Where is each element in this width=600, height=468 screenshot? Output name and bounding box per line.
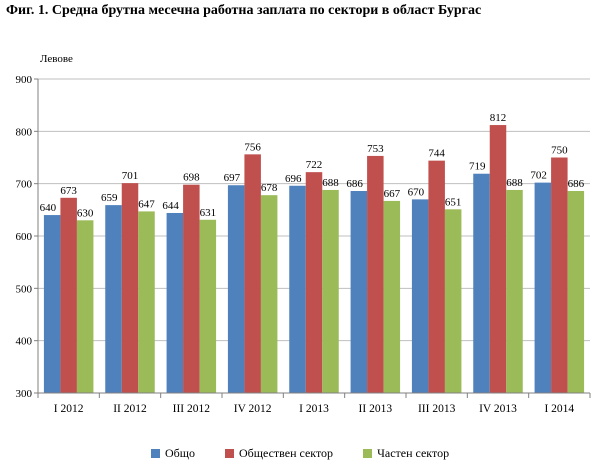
bar-1 [534,182,552,393]
y-axis: 300 400 500 600 700 800 900 [16,74,39,400]
legend-swatch [224,449,234,458]
bar-3 [138,211,155,393]
legend-item: Общо [150,446,195,461]
legend: Общо Обществен сектор Частен сектор [0,446,600,461]
data-label: 678 [261,182,278,194]
y-tick-label: 500 [16,283,33,295]
x-tick-label: I 2014 [544,403,574,415]
bar-1 [350,190,368,393]
x-tick-label: I 2012 [54,403,84,415]
x-tick-label: IV 2013 [479,403,517,415]
data-label: 686 [568,178,585,190]
bar-2 [551,157,568,393]
x-axis: I 2012 II 2012 III 2012 IV 2012 I 2013 II 201… [37,392,591,415]
bar-3 [260,195,278,393]
legend-swatch [150,449,160,458]
legend-item: Обществен сектор [224,446,334,461]
legend-label: Обществен сектор [238,446,334,460]
data-label: 719 [469,161,486,173]
bar-2 [60,197,77,393]
y-tick-label: 800 [16,126,33,138]
y-tick-label: 600 [16,231,33,243]
x-tick-label: II 2012 [113,403,147,415]
bar-1 [473,173,490,393]
bar-1 [411,199,429,393]
data-label: 686 [346,178,363,190]
bar-1 [43,215,61,393]
data-label: 750 [551,145,568,157]
bar-3 [506,189,523,393]
y-tick-label: 300 [16,388,33,400]
x-tick-label: III 2012 [173,403,211,415]
y-tick-label: 700 [16,179,33,191]
legend-item: Частен сектор [363,446,449,461]
data-label: 673 [60,185,77,197]
x-tick-label: IV 2012 [234,403,272,415]
x-tick-label: II 2013 [359,403,393,415]
data-label: 640 [40,202,57,214]
data-label: 644 [162,200,179,212]
data-label: 812 [490,112,507,124]
bar-3 [199,219,217,393]
data-label: 630 [77,207,94,219]
bar-2 [489,125,507,393]
bar-2 [367,155,384,393]
bar-3 [322,189,339,393]
legend-swatch [363,449,373,458]
y-tick-label: 900 [16,74,33,86]
x-tick-label: I 2013 [299,403,329,415]
data-label: 647 [138,198,155,210]
data-label: 722 [306,159,323,171]
bar-3 [76,220,94,393]
bar-3 [567,190,585,393]
legend-label: Общо [164,446,195,460]
bar-2 [428,160,445,393]
data-label: 698 [183,172,200,184]
x-tick-label: III 2013 [418,403,456,415]
data-label: 696 [285,173,302,185]
data-label: 753 [367,143,384,155]
bar-1 [166,212,184,393]
y-tick-label: 400 [16,336,33,348]
bar-1 [227,185,245,393]
data-label: 744 [428,148,445,160]
bar-2 [121,183,139,393]
data-label: 688 [506,177,523,189]
bar-2 [305,172,323,393]
bar-2 [244,154,261,393]
data-label: 651 [445,196,462,208]
data-label: 670 [408,186,425,198]
bar-3 [444,209,462,393]
data-label: 756 [244,141,261,153]
legend-label: Частен сектор [377,446,450,460]
data-label: 701 [122,170,139,182]
y-axis-label: Левове [40,53,73,65]
bars [43,125,585,393]
bar-1 [105,205,122,393]
bar-1 [289,185,306,393]
data-label: 659 [101,192,118,204]
chart-title: Фиг. 1. Средна брутна месечна работна за… [6,3,482,18]
bar-3 [383,200,401,393]
data-label: 697 [224,172,241,184]
data-label: 631 [200,207,217,219]
data-label: 702 [530,170,547,182]
data-label: 688 [322,177,339,189]
bar-2 [183,184,200,393]
data-label: 667 [384,188,401,200]
